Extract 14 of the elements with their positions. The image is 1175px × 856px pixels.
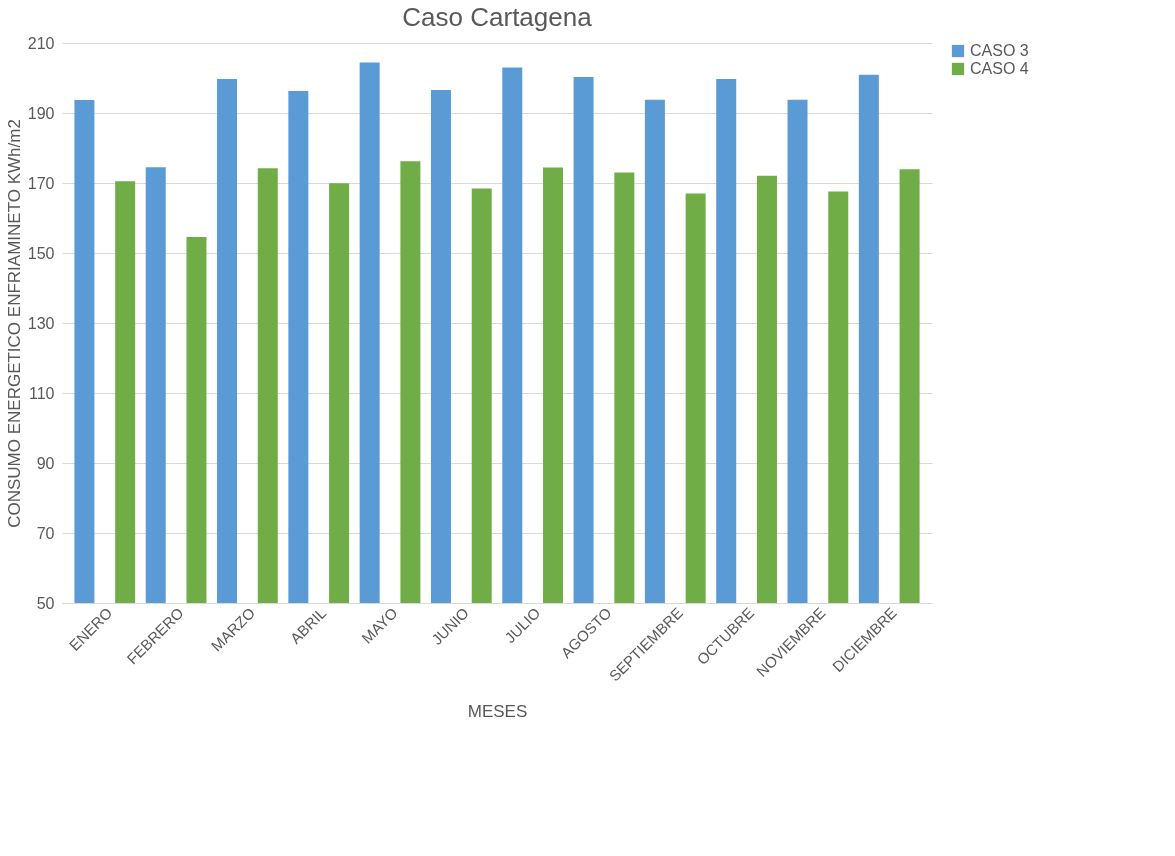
y-tick-label: 170 — [27, 174, 55, 192]
legend-label: CASO 4 — [970, 60, 1029, 77]
y-tick-label: 190 — [27, 104, 55, 122]
y-tick-label: 110 — [28, 384, 55, 402]
y-tick-label: 70 — [36, 524, 55, 542]
y-tick-label: 90 — [36, 454, 55, 472]
chart-title: Caso Cartagena — [402, 2, 593, 32]
legend-label: CASO 3 — [970, 42, 1029, 59]
y-tick-label: 50 — [36, 594, 55, 612]
y-tick-label: 150 — [27, 244, 55, 262]
y-axis-title: CONSUMO ENERGETICO ENFRIAMINETO KWh/m2 — [4, 119, 24, 528]
x-axis-title: MESES — [467, 702, 528, 722]
y-tick-label: 210 — [27, 34, 55, 52]
y-tick-label: 130 — [27, 314, 55, 332]
